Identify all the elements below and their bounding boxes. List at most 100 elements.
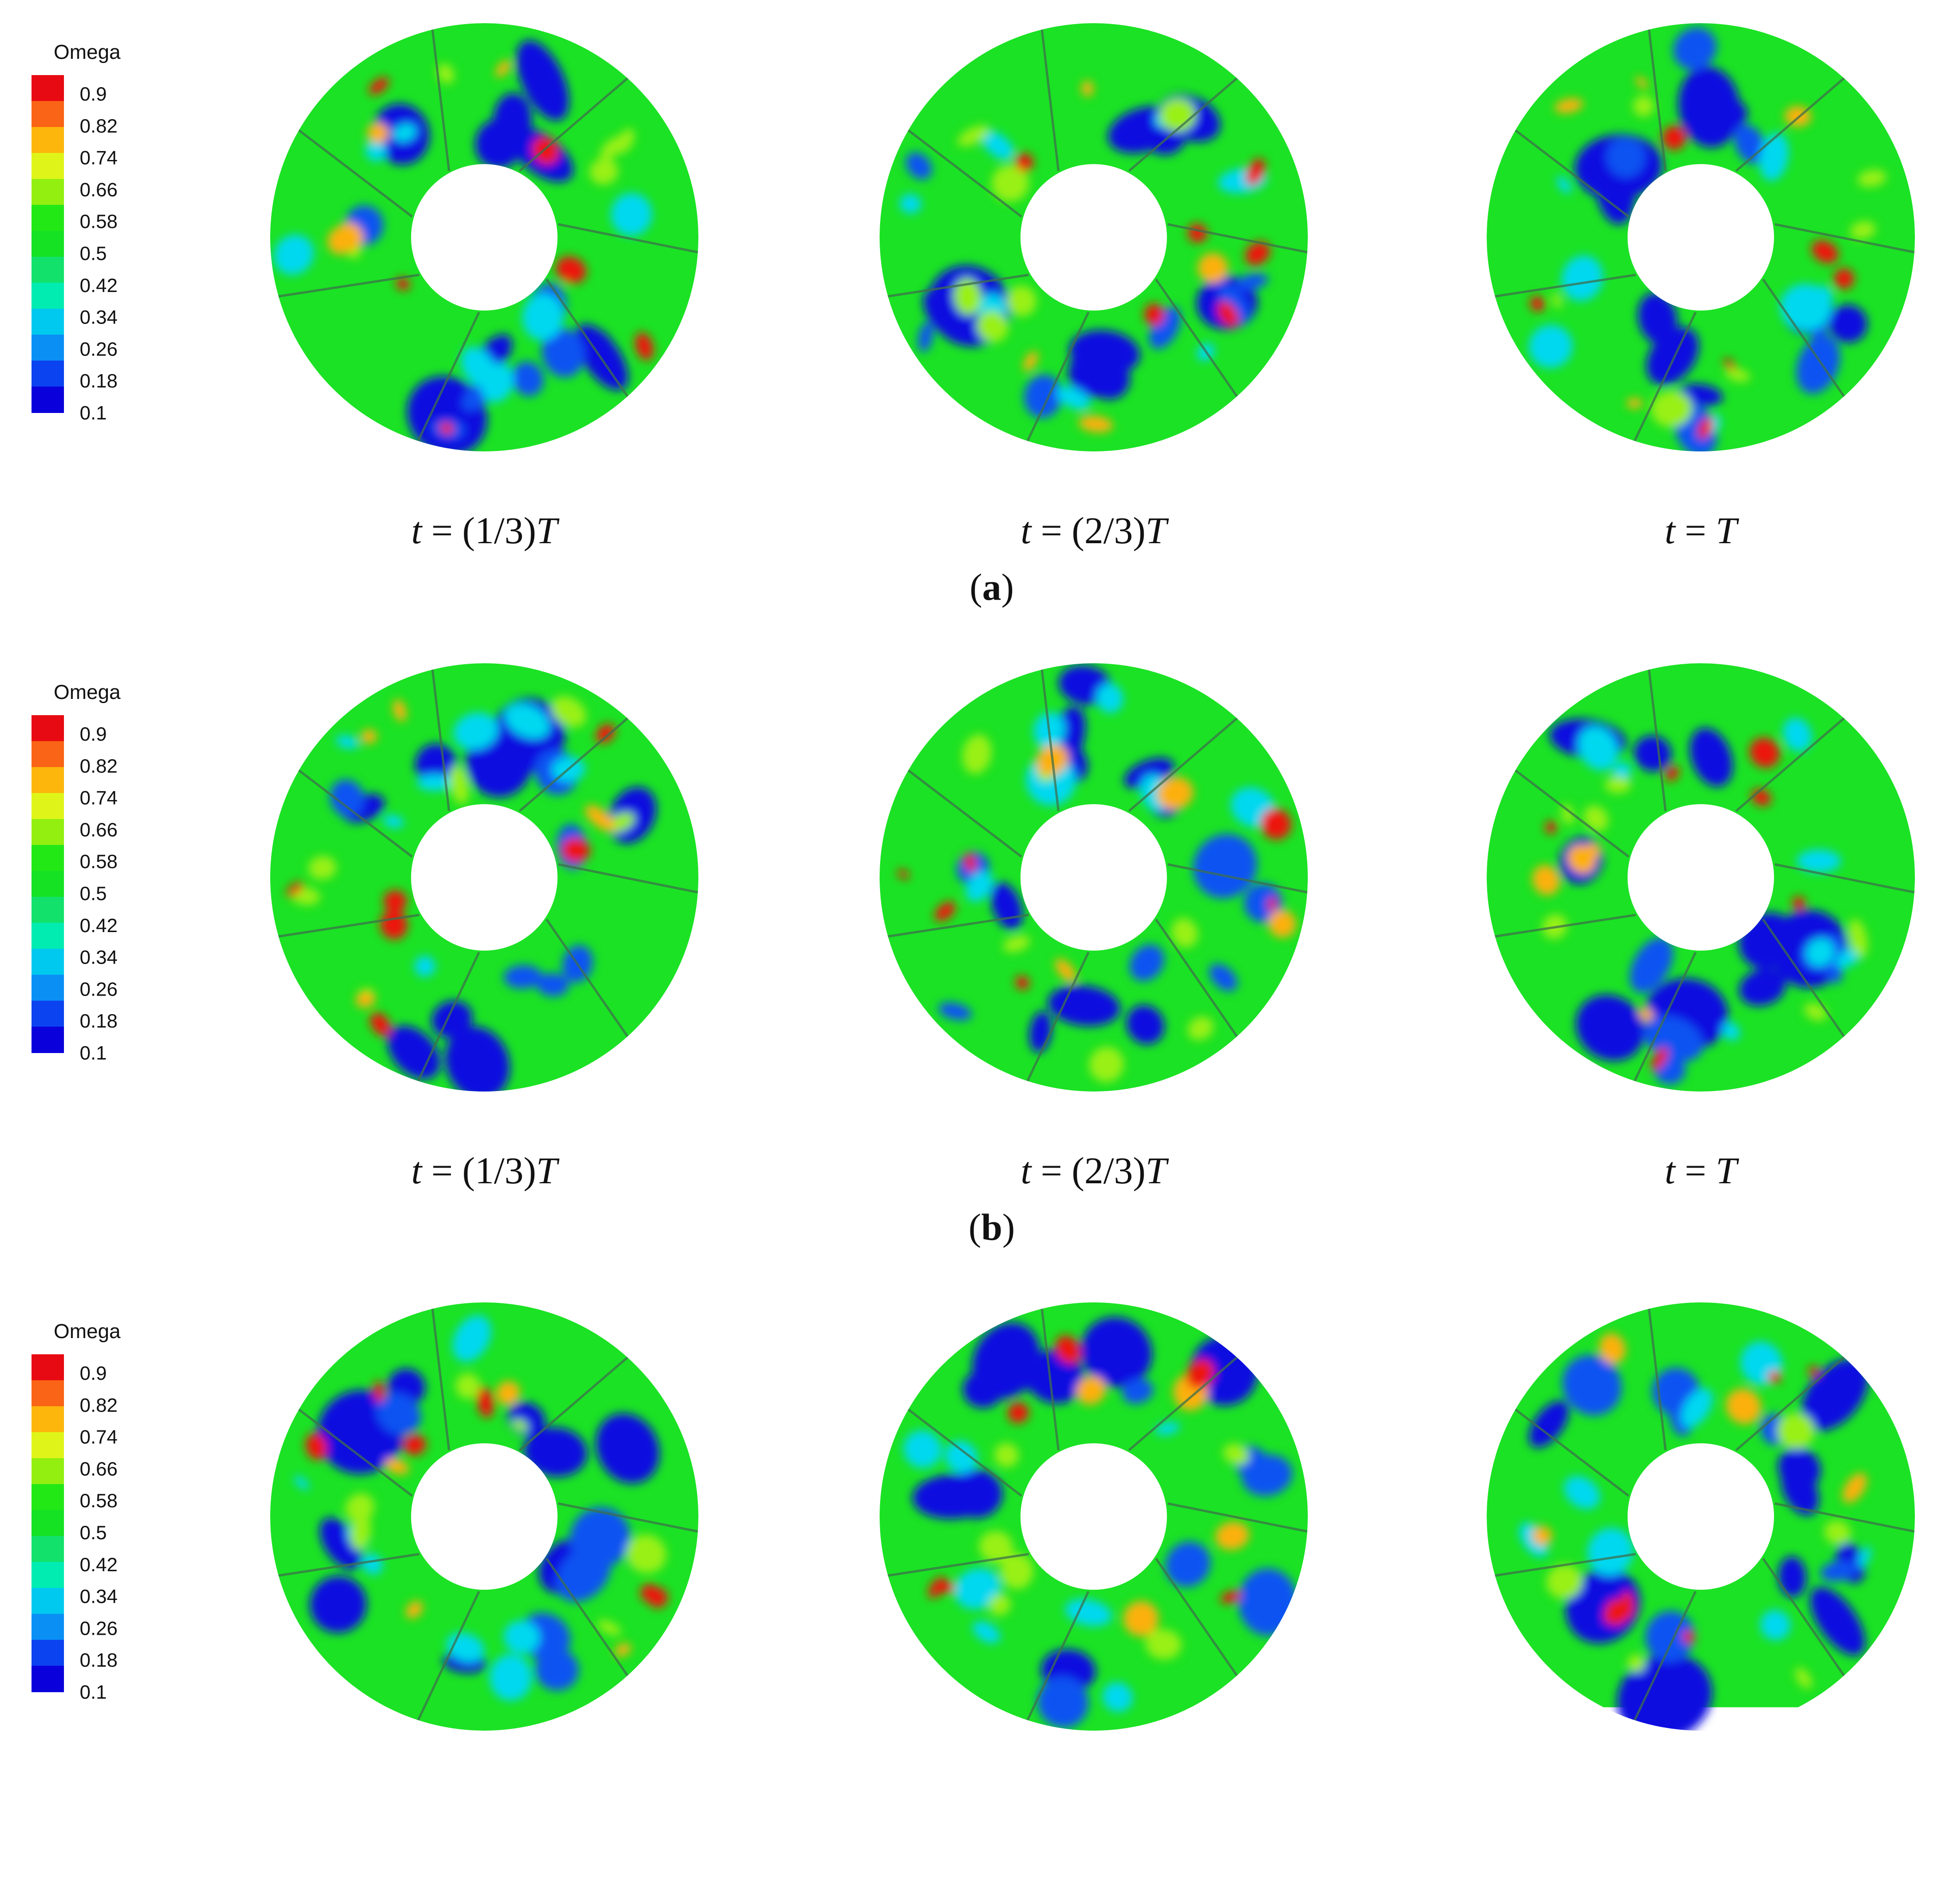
legend-tick-label: 0.18 bbox=[80, 370, 118, 392]
contour-disk bbox=[1487, 663, 1915, 1092]
subfigure-label-b: (b) bbox=[969, 1206, 1015, 1248]
legend-swatch bbox=[32, 715, 64, 742]
subfigure-label-a: (a) bbox=[970, 566, 1014, 608]
legend-tick-label: 0.26 bbox=[80, 338, 118, 360]
legend-swatch bbox=[32, 1562, 64, 1588]
legend-swatch bbox=[32, 1536, 64, 1562]
legend-swatch bbox=[32, 1001, 64, 1027]
contour-field bbox=[880, 23, 1308, 451]
legend-tick-label: 0.18 bbox=[80, 1649, 118, 1671]
legend-tick-label: 0.74 bbox=[80, 787, 118, 809]
legend-swatch bbox=[32, 1588, 64, 1614]
panel-c-2: t = (2/3)T bbox=[880, 1302, 1308, 1831]
legend-swatch bbox=[32, 871, 64, 897]
legend-swatch bbox=[32, 923, 64, 949]
legend-swatch bbox=[32, 1432, 64, 1459]
legend-swatch bbox=[32, 127, 64, 153]
legend-tick-label: 0.18 bbox=[80, 1010, 118, 1032]
legend-title: Omega bbox=[54, 681, 121, 704]
legend-tick-label: 0.34 bbox=[80, 946, 118, 968]
panel-a-2: t = (2/3)T bbox=[880, 23, 1308, 552]
contour-disk bbox=[880, 1302, 1308, 1738]
time-label: t = T bbox=[1665, 1789, 1739, 1831]
row-b: Omega 0.9 0.82 0.74 0.66 0.58 0.5 0.42 0.34 0.26… bbox=[32, 661, 1915, 1248]
contour-field bbox=[1487, 1302, 1915, 1756]
contour-field bbox=[880, 1302, 1308, 1738]
contour-disk bbox=[266, 23, 698, 471]
panel-b-1: t = (1/3)T bbox=[270, 663, 698, 1192]
legend-tick-label: 0.9 bbox=[80, 83, 107, 105]
contour-disk bbox=[270, 1302, 698, 1731]
contour-field bbox=[880, 661, 1308, 1092]
legend-tick-label: 0.58 bbox=[80, 1490, 118, 1511]
contour-disk bbox=[880, 661, 1308, 1092]
legend-swatch bbox=[32, 283, 64, 309]
legend-color-scale bbox=[32, 1354, 64, 1692]
legend-tick-label: 0.9 bbox=[80, 1362, 107, 1384]
legend-tick-label: 0.34 bbox=[80, 306, 118, 328]
subfigure-label-c: (c) bbox=[970, 1845, 1013, 1887]
contour-field bbox=[266, 23, 698, 471]
time-label: t = T bbox=[1665, 509, 1739, 552]
legend-swatch bbox=[32, 1406, 64, 1433]
contour-disk bbox=[880, 23, 1308, 451]
legend-swatch bbox=[32, 1027, 64, 1053]
legend-title: Omega bbox=[54, 41, 121, 63]
time-label: t = T bbox=[1665, 1149, 1739, 1192]
legend-swatch bbox=[32, 101, 64, 127]
legend-tick-label: 0.66 bbox=[80, 178, 118, 200]
legend-swatch bbox=[32, 179, 64, 205]
legend-tick-label: 0.5 bbox=[80, 242, 107, 264]
panel-a-3: t = T bbox=[1487, 19, 1915, 552]
time-label: t = (2/3)T bbox=[1020, 1789, 1169, 1831]
legend-swatch bbox=[32, 309, 64, 335]
panel-b-3: t = T bbox=[1487, 663, 1915, 1192]
legend-tick-label: 0.82 bbox=[80, 1394, 118, 1416]
legend-swatch bbox=[32, 949, 64, 975]
legend-swatch bbox=[32, 1510, 64, 1536]
legend-swatch bbox=[32, 1484, 64, 1511]
legend-swatch bbox=[32, 75, 64, 102]
legend-tick-label: 0.74 bbox=[80, 147, 118, 169]
legend-tick-label: 0.1 bbox=[80, 1042, 107, 1064]
legend-swatch bbox=[32, 257, 64, 283]
legend-swatch bbox=[32, 819, 64, 845]
legend-row-c: Omega 0.90.820.740.660.580.50.420.340.26… bbox=[32, 1320, 121, 1703]
time-label: t = (2/3)T bbox=[1020, 1149, 1169, 1192]
legend-tick-label: 0.58 bbox=[80, 210, 118, 232]
legend-tick-label: 0.82 bbox=[80, 115, 118, 137]
legend-tick-label: 0.34 bbox=[80, 1586, 118, 1607]
legend-swatch bbox=[32, 897, 64, 923]
time-label: t = (1/3)T bbox=[411, 1149, 559, 1192]
legend-swatch bbox=[32, 153, 64, 179]
panel-c-1: t = (1/3)T bbox=[270, 1302, 698, 1831]
legend-tick-label: 0.42 bbox=[80, 1554, 118, 1575]
legend-tick-label: 0.26 bbox=[80, 978, 118, 1000]
legend-swatch bbox=[32, 845, 64, 871]
legend-tick-label: 0.66 bbox=[80, 1458, 118, 1479]
legend-tick-label: 0.1 bbox=[80, 402, 107, 424]
panel-b-2: t = (2/3)T bbox=[880, 661, 1308, 1192]
legend-swatch bbox=[32, 793, 64, 819]
legend-tick-label: 0.82 bbox=[80, 755, 118, 777]
legend-row-a: Omega 0.90.820.740.660.580.50.420.340.26… bbox=[32, 41, 121, 424]
legend-swatch bbox=[32, 361, 64, 387]
time-label: t = (2/3)T bbox=[1020, 509, 1169, 552]
panel-a-1: t = (1/3)T bbox=[266, 23, 698, 552]
contour-disk bbox=[1487, 19, 1915, 463]
contour-disk bbox=[1487, 1302, 1915, 1756]
legend-tick-label: 0.1 bbox=[80, 1681, 107, 1703]
contour-field bbox=[1487, 663, 1915, 1092]
legend-tick-label: 0.58 bbox=[80, 850, 118, 872]
legend-swatch bbox=[32, 205, 64, 231]
contour-field bbox=[270, 663, 698, 1110]
legend-tick-label: 0.26 bbox=[80, 1617, 118, 1639]
row-a: Omega 0.9 0.82 0.74 0.66 0.58 0.5 0.42 0.34 0.26… bbox=[32, 19, 1915, 608]
panel-c-3: t = T bbox=[1487, 1302, 1915, 1831]
legend-swatch bbox=[32, 767, 64, 793]
legend-swatch bbox=[32, 1640, 64, 1666]
time-label: t = (1/3)T bbox=[411, 1789, 559, 1831]
legend-swatch bbox=[32, 335, 64, 361]
legend-tick-label: 0.5 bbox=[80, 1522, 107, 1543]
legend-swatch bbox=[32, 1666, 64, 1692]
